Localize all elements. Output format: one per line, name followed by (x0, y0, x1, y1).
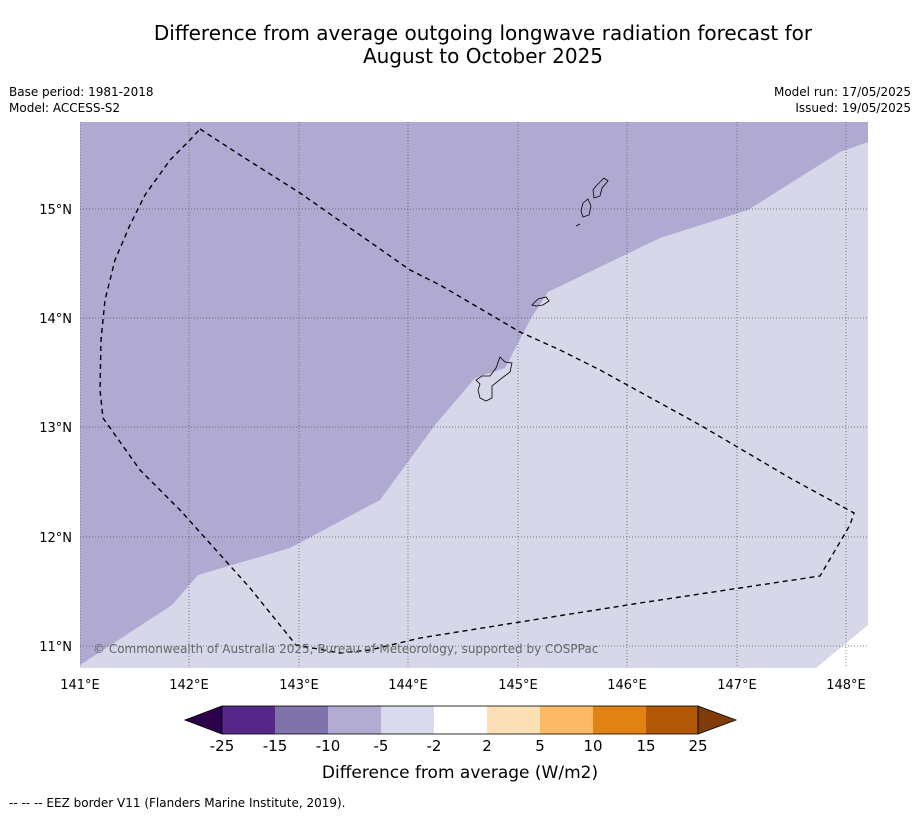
x-axis-labels: 141°E 142°E 143°E 144°E 145°E 146°E 147°… (60, 678, 866, 693)
lat-label-14: 14°N (39, 312, 72, 327)
colorbar-outline (221, 705, 699, 735)
colorbar: -25 -15 -10 -5 -2 2 5 10 15 25 Differenc… (183, 705, 738, 783)
colorbar-tick: 10 (583, 737, 602, 755)
model-text: Model: ACCESS-S2 (9, 101, 121, 115)
colorbar-segment (646, 706, 698, 734)
colorbar-tick: 25 (688, 737, 707, 755)
lat-label-15: 15°N (39, 203, 72, 218)
y-axis-labels: 15°N 14°N 13°N 12°N 11°N (39, 203, 72, 655)
colorbar-tick: 2 (482, 737, 492, 755)
lat-label-12: 12°N (39, 531, 72, 546)
map-plot-area: © Commonwealth of Australia 2025, Bureau… (80, 122, 868, 668)
lat-label-11: 11°N (39, 640, 72, 655)
colorbar-segment (381, 706, 434, 734)
island-rota (531, 296, 550, 307)
colorbar-label: Difference from average (W/m2) (322, 763, 598, 783)
colorbar-extend-min (183, 705, 223, 735)
colorbar-segment (222, 706, 275, 734)
colorbar-segment (540, 706, 593, 734)
lon-label-141: 141°E (60, 678, 100, 693)
lon-label-146: 146°E (607, 678, 647, 693)
lon-label-148: 148°E (826, 678, 866, 693)
colorbar-tick: -5 (374, 737, 389, 755)
colorbar-segment (434, 706, 487, 734)
colorbar-extend-max (697, 705, 738, 735)
colorbar-tick: -25 (210, 737, 235, 755)
metadata-left: Base period: 1981-2018 Model: ACCESS-S2 (9, 84, 154, 116)
colorbar-tick: -15 (263, 737, 288, 755)
copyright-text: © Commonwealth of Australia 2025, Bureau… (93, 642, 598, 656)
colorbar-segment (487, 706, 540, 734)
islands (475, 177, 609, 402)
lon-label-145: 145°E (498, 678, 538, 693)
colorbar-segment (593, 706, 646, 734)
title-line-1: Difference from average outgoing longwav… (153, 21, 813, 45)
lon-label-147: 147°E (717, 678, 757, 693)
island-tinian (580, 198, 592, 218)
colorbar-segment (328, 706, 381, 734)
island-aguijan (575, 223, 581, 227)
island-guam (475, 356, 513, 402)
colorbar-tick: -10 (316, 737, 341, 755)
lat-label-13: 13°N (39, 421, 72, 436)
lon-label-144: 144°E (388, 678, 428, 693)
colorbar-tick: 15 (636, 737, 655, 755)
issued-text: Issued: 19/05/2025 (795, 101, 911, 115)
island-saipan (592, 177, 609, 199)
gridlines (80, 122, 868, 668)
region-corner-light (816, 625, 868, 668)
colorbar-tick: 5 (535, 737, 545, 755)
lon-label-142: 142°E (169, 678, 209, 693)
metadata-right: Model run: 17/05/2025 Issued: 19/05/2025 (774, 84, 911, 116)
colorbar-tick: -2 (427, 737, 442, 755)
lon-label-143: 143°E (279, 678, 319, 693)
model-run-text: Model run: 17/05/2025 (773, 85, 911, 99)
colorbar-segment (275, 706, 328, 734)
chart-title: Difference from average outgoing longwav… (0, 22, 919, 68)
region-minus10-to-minus5 (80, 122, 868, 665)
eez-footnote: -- -- -- EEZ border V11 (Flanders Marine… (9, 796, 346, 810)
title-line-2: August to October 2025 (362, 44, 604, 68)
base-period-text: Base period: 1981-2018 (9, 85, 154, 99)
